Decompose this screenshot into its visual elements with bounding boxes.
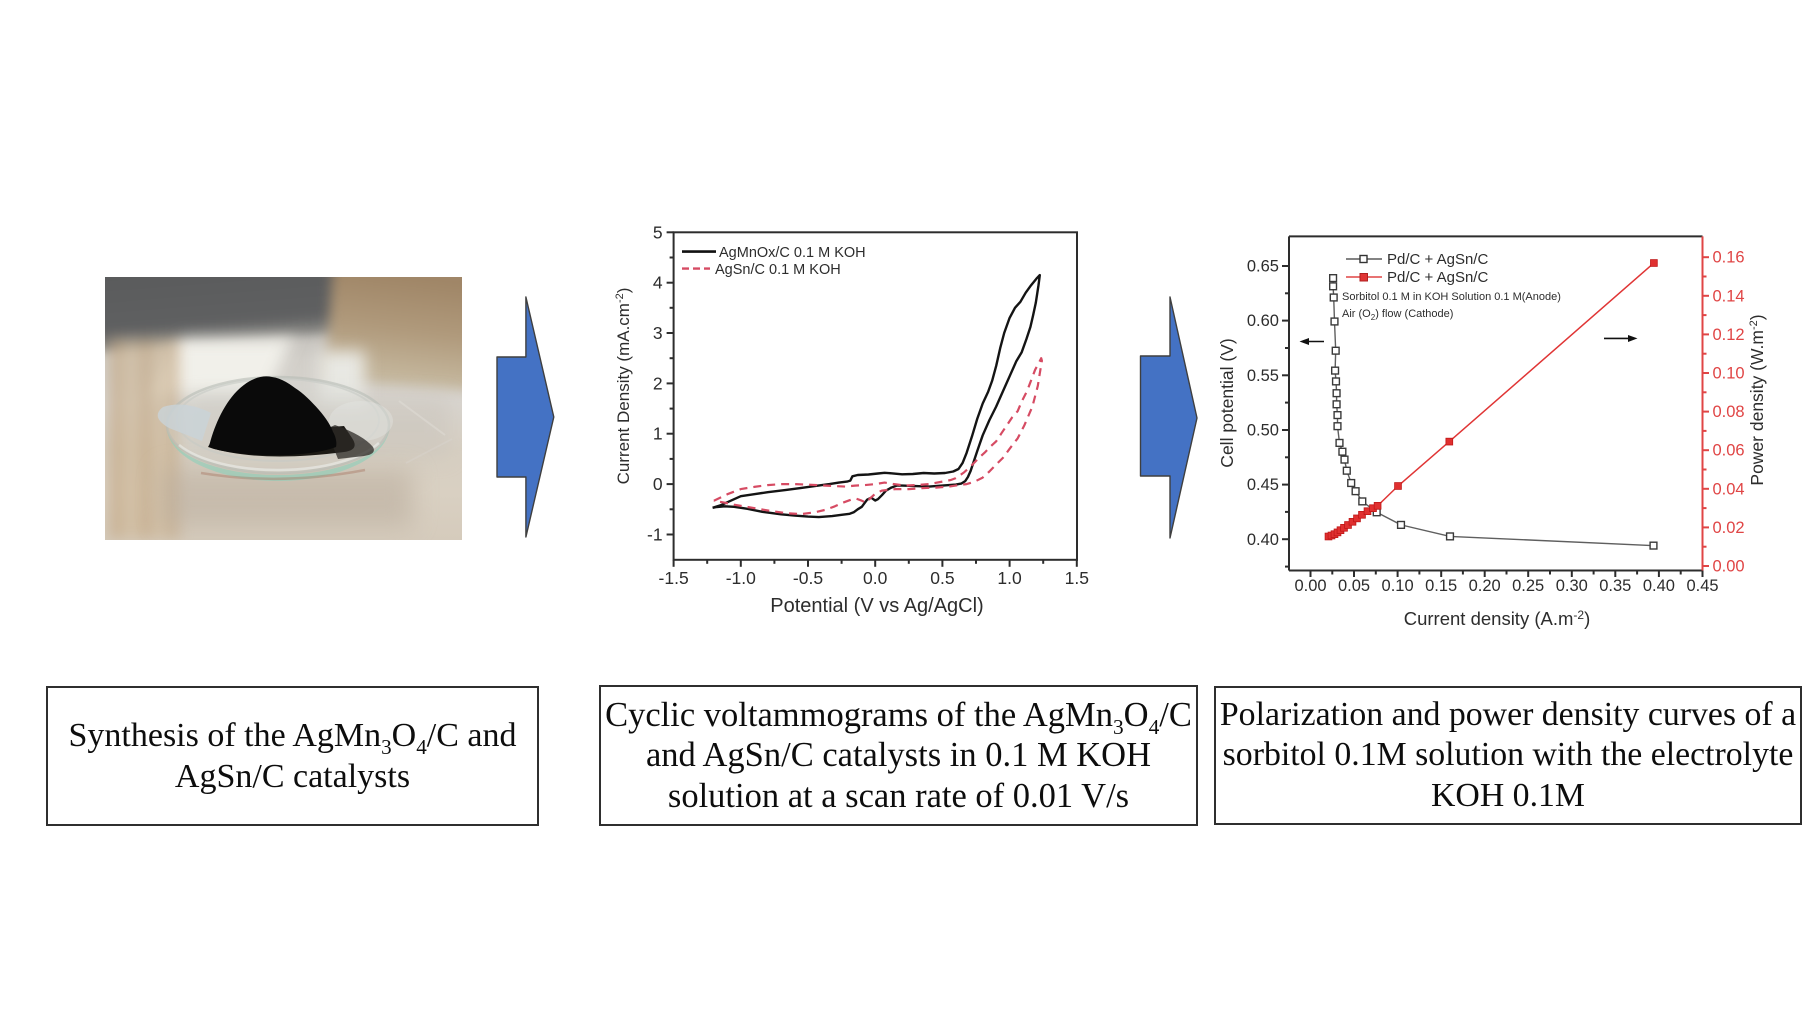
- svg-text:Current density (A.m-2): Current density (A.m-2): [1404, 608, 1590, 629]
- svg-text:0.12: 0.12: [1713, 326, 1745, 344]
- svg-text:0.10: 0.10: [1382, 577, 1414, 595]
- svg-text:0.06: 0.06: [1713, 442, 1745, 460]
- svg-text:Pd/C + AgSn/C: Pd/C + AgSn/C: [1387, 269, 1488, 286]
- svg-text:0.50: 0.50: [1247, 422, 1279, 440]
- svg-text:0.40: 0.40: [1247, 531, 1279, 549]
- svg-text:0.08: 0.08: [1713, 403, 1745, 421]
- svg-text:0.05: 0.05: [1338, 577, 1370, 595]
- svg-text:Power density (W.m-2): Power density (W.m-2): [1747, 314, 1767, 485]
- svg-text:0.0: 0.0: [863, 568, 888, 588]
- svg-text:0: 0: [653, 474, 663, 494]
- svg-text:Potential (V vs Ag/AgCl): Potential (V vs Ag/AgCl): [770, 595, 983, 617]
- svg-text:-0.5: -0.5: [793, 568, 823, 588]
- svg-text:0.15: 0.15: [1425, 577, 1457, 595]
- svg-text:2: 2: [653, 373, 663, 393]
- svg-text:1.5: 1.5: [1065, 568, 1089, 588]
- svg-text:0.65: 0.65: [1247, 258, 1279, 276]
- svg-text:0.55: 0.55: [1247, 367, 1279, 385]
- svg-text:-1.0: -1.0: [726, 568, 756, 588]
- svg-text:AgMnOx/C 0.1 M KOH: AgMnOx/C 0.1 M KOH: [719, 245, 866, 261]
- svg-text:-1.5: -1.5: [659, 568, 689, 588]
- svg-text:Sorbitol 0.1 M in KOH Solution: Sorbitol 0.1 M in KOH Solution 0.1 M(Ano…: [1342, 291, 1561, 303]
- svg-text:0.16: 0.16: [1713, 249, 1745, 267]
- svg-text:0.35: 0.35: [1599, 577, 1631, 595]
- svg-text:0.10: 0.10: [1713, 365, 1745, 383]
- svg-text:1.0: 1.0: [997, 568, 1022, 588]
- svg-text:1: 1: [653, 424, 663, 444]
- svg-text:0.04: 0.04: [1713, 480, 1745, 498]
- svg-text:Pd/C + AgSn/C: Pd/C + AgSn/C: [1387, 251, 1488, 268]
- svg-text:Air (O2) flow (Cathode): Air (O2) flow (Cathode): [1342, 308, 1453, 322]
- svg-text:0.60: 0.60: [1247, 312, 1279, 330]
- svg-text:0.20: 0.20: [1469, 577, 1501, 595]
- svg-text:0.02: 0.02: [1713, 519, 1745, 537]
- svg-text:0.5: 0.5: [930, 568, 954, 588]
- svg-text:0.45: 0.45: [1247, 476, 1279, 494]
- svg-text:Cell potential (V): Cell potential (V): [1217, 338, 1237, 467]
- svg-text:4: 4: [653, 273, 663, 293]
- svg-text:AgSn/C 0.1 M KOH: AgSn/C 0.1 M KOH: [715, 262, 841, 278]
- svg-text:0.40: 0.40: [1643, 577, 1675, 595]
- svg-text:0.00: 0.00: [1294, 577, 1326, 595]
- svg-text:0.25: 0.25: [1512, 577, 1544, 595]
- svg-text:3: 3: [653, 323, 663, 343]
- svg-text:0.30: 0.30: [1556, 577, 1588, 595]
- svg-text:0.00: 0.00: [1713, 558, 1745, 576]
- svg-text:0.45: 0.45: [1686, 577, 1718, 595]
- svg-text:5: 5: [653, 222, 663, 242]
- svg-text:-1: -1: [647, 525, 663, 545]
- svg-text:0.14: 0.14: [1713, 287, 1745, 305]
- svg-text:Current Density (mA.cm-2): Current Density (mA.cm-2): [614, 288, 633, 485]
